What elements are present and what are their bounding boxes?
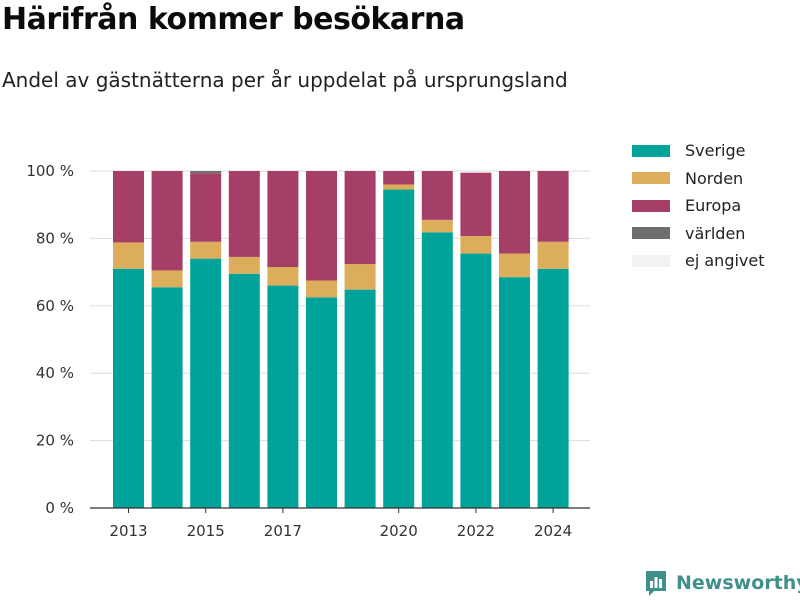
x-tick-label: 2015 (187, 522, 225, 540)
bar-segment (383, 189, 415, 508)
x-tick-label: 2017 (264, 522, 302, 540)
y-tick-label: 0 % (45, 499, 74, 517)
bar-segment (306, 280, 337, 298)
legend-item: Sverige (632, 137, 765, 165)
y-tick-label: 80 % (36, 229, 74, 247)
brand-name: Newsworthy (676, 572, 800, 594)
bar-segment (228, 273, 260, 508)
bar-segment (499, 277, 530, 508)
x-tick-label: 2022 (457, 522, 495, 540)
bar-segment (383, 184, 415, 190)
bar-segment (421, 171, 453, 220)
bar-chart-speech-bubble-icon (646, 571, 666, 596)
bar-segment (190, 241, 222, 259)
bar-segment (267, 285, 299, 508)
brand-logo: Newsworthy (644, 569, 800, 597)
bar-segment (190, 258, 222, 508)
legend-item: ej angivet (632, 247, 765, 275)
y-tick-label: 40 % (36, 364, 74, 382)
bar-segment (383, 171, 415, 185)
bar-segment (151, 287, 183, 508)
bar-segment (537, 241, 569, 269)
bar-segment (190, 171, 222, 174)
y-tick-label: 100 % (26, 162, 74, 180)
legend-label: Sverige (685, 141, 746, 161)
x-tick-label: 2013 (109, 522, 147, 540)
chart-subtitle: Andel av gästnätterna per år uppdelat på… (2, 68, 568, 92)
bar-segment (421, 232, 453, 509)
bar-segment (228, 171, 260, 257)
x-tick-label: 2024 (534, 522, 572, 540)
legend-item: Europa (632, 192, 765, 220)
bar-segment (190, 173, 222, 242)
bar-segment (460, 172, 492, 237)
bar-segment (537, 171, 569, 242)
bar-segment (306, 171, 337, 281)
bar-segment (267, 267, 299, 286)
bar-segment (113, 242, 144, 269)
legend-swatch (632, 199, 670, 212)
legend-item: Norden (632, 165, 765, 193)
legend-item: världen (632, 220, 765, 248)
bar-segment (267, 171, 299, 268)
legend-label: världen (685, 223, 746, 243)
bar-segment (460, 236, 492, 254)
bar-segment (537, 268, 569, 508)
bar-segment (460, 253, 492, 508)
bar-segment (151, 270, 183, 288)
legend-label: Europa (685, 196, 742, 216)
legend-swatch (632, 172, 670, 185)
bar-segment (344, 171, 376, 265)
bar-segment (113, 268, 144, 508)
bar-segment (421, 219, 453, 233)
legend-swatch (632, 254, 670, 267)
bar-segment (344, 264, 376, 290)
bar-segment (499, 171, 530, 254)
legend-swatch (632, 144, 670, 157)
y-tick-label: 20 % (36, 432, 74, 450)
bar-segment (306, 297, 337, 508)
bar-segment (499, 253, 530, 278)
legend-label: Norden (685, 168, 744, 188)
y-tick-label: 60 % (36, 297, 74, 315)
bar-segment (228, 256, 260, 274)
legend-swatch (632, 227, 670, 240)
bar-segment (344, 289, 376, 508)
legend-label: ej angivet (685, 251, 765, 271)
bar-segment (151, 171, 183, 271)
bar-segment (113, 171, 144, 243)
x-tick-label: 2020 (380, 522, 418, 540)
legend: Sverige Norden Europa världen ej angivet (632, 137, 765, 275)
chart-title: Härifrån kommer besökarna (2, 2, 465, 37)
